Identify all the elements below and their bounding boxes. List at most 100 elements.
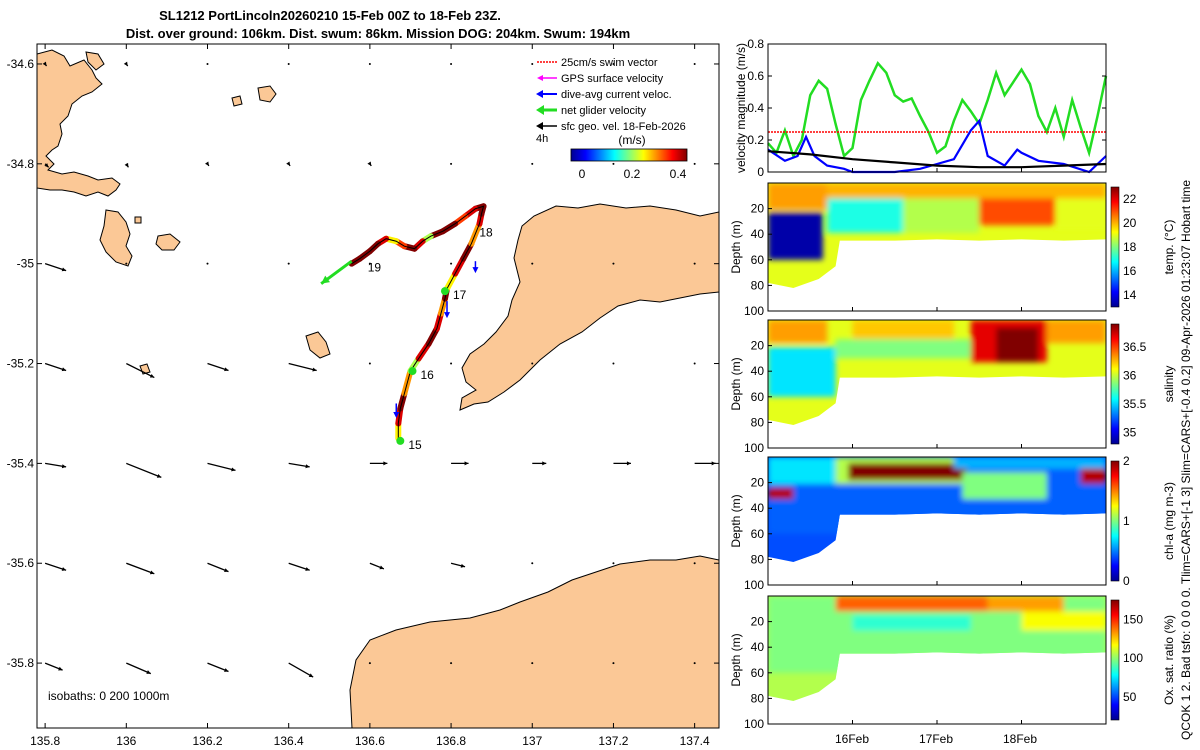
section-colorbar [1110, 323, 1120, 445]
day-label: 16 [421, 368, 435, 382]
geo-velocity-dot [368, 262, 371, 265]
glider-track: 15 16 17 18 19 [320, 203, 493, 452]
map-x-tick-label: 136.6 [355, 734, 385, 748]
velocity-ticks: 0 0.2 0.4 0.6 0.8 [747, 37, 1106, 179]
section-blob [852, 320, 954, 340]
section-blob [1021, 611, 1106, 631]
geo-velocity-arrowhead [464, 461, 469, 466]
depth-tick-label: 60 [751, 253, 765, 267]
map-y-tick-label: -35.2 [7, 357, 35, 371]
geo-velocity-arrowhead [44, 163, 49, 168]
current-arrowhead [444, 312, 451, 319]
map-x-tick-label: 136.2 [192, 734, 222, 748]
geo-velocity-arrowhead [61, 464, 67, 469]
geo-velocity-arrowhead [367, 161, 372, 166]
geo-velocity-arrow [126, 662, 152, 675]
land-island-f [305, 331, 331, 359]
depth-tick-label: 20 [751, 202, 765, 216]
geo-velocity-arrow [288, 662, 314, 678]
geo-velocity-dot [368, 362, 371, 365]
land-kangaroo-island [349, 555, 719, 728]
geo-velocity-dot [612, 262, 615, 265]
section-blob [962, 472, 1047, 500]
geo-velocity-arrowhead [58, 666, 63, 671]
colorbar-tick-label: 1 [1123, 514, 1130, 528]
section-blob [1055, 194, 1106, 230]
colorbar-tick-label: 0 [1123, 574, 1130, 588]
section-blob [835, 596, 988, 612]
colorbar-tick-label: 20 [1123, 216, 1137, 230]
section-panel-salinity: 20 40 60 80 100 Depth (m) 35 35.5 36 36.5 salinity [729, 319, 1176, 455]
geo-velocity-dot [693, 662, 696, 665]
depth-tick-label: 40 [751, 501, 765, 515]
time-tick-16feb: 16Feb [835, 732, 869, 746]
time-tick-17feb: 17Feb [919, 732, 953, 746]
section-blob [768, 346, 836, 397]
geo-velocity-arrow [126, 562, 155, 575]
depth-tick-label: 40 [751, 364, 765, 378]
land-yorke-peninsula [459, 203, 719, 411]
velocity-tick-label: 0.6 [747, 69, 764, 83]
section-blob [827, 183, 1106, 199]
depth-tick-label: 100 [744, 304, 764, 318]
depth-tick-label: 80 [751, 415, 765, 429]
geo-velocity-arrow [126, 362, 155, 379]
land-island-h [231, 95, 243, 107]
map-y-tick-label: -34.6 [7, 57, 35, 71]
legend-item-geo-velocity: sfc geo. vel. 18-Feb-2026 [536, 121, 686, 133]
legend-interval: 4h [536, 133, 548, 145]
legend-label: 25cm/s swim vector [561, 57, 658, 69]
geo-velocity-dot [287, 62, 290, 65]
section-blob [835, 339, 971, 359]
geo-velocity-dot [125, 262, 128, 265]
colorbar-tick: 0 [579, 167, 586, 181]
net-velocity-marker [396, 436, 405, 445]
geo-velocity-arrowhead [156, 474, 162, 478]
title-line-1: SL1212 PortLincoln20260210 15-Feb 00Z to… [159, 8, 501, 23]
geo-velocity-dot [531, 662, 534, 665]
title-line-2: Dist. over ground: 106km. Dist. swum: 86… [126, 26, 630, 41]
depth-tick-label: 60 [751, 527, 765, 541]
legend-label: sfc geo. vel. 18-Feb-2026 [561, 121, 686, 133]
geo-velocity-arrowhead [231, 467, 236, 472]
geo-velocity-dot [531, 562, 534, 565]
section-blob [768, 212, 823, 260]
geo-velocity-arrowhead [224, 367, 229, 372]
depth-tick-label: 80 [751, 691, 765, 705]
current-arrowhead [472, 267, 479, 274]
map-legend: 25cm/s swim vector GPS surface velocity … [536, 57, 688, 181]
geo-velocity-arrowhead [124, 162, 129, 168]
geo-velocity-dot [368, 62, 371, 65]
map-y-tick-label: -35.8 [7, 656, 35, 670]
colorbar-tick-label: 36.5 [1123, 340, 1147, 354]
geo-velocity-dot [612, 562, 615, 565]
geo-velocity-arrowhead [379, 565, 384, 570]
section-blob [768, 183, 828, 210]
colorbar-tick-label: 35 [1123, 426, 1137, 440]
geo-velocity-arrowhead [149, 570, 155, 575]
colorbar-tick-label: 35.5 [1123, 397, 1147, 411]
colorbar-tick-label: 18 [1123, 240, 1137, 254]
geo-velocity-arrowhead [305, 464, 310, 469]
speed-colorbar [570, 148, 688, 162]
map-x-tick-label: 137.2 [598, 734, 628, 748]
legend-item-gps-velocity: GPS surface velocity [537, 73, 664, 85]
section-blob [1080, 468, 1106, 484]
legend-label: GPS surface velocity [561, 73, 664, 85]
colorbar-label: Ox. sat. ratio (%) [1162, 615, 1176, 705]
geo-velocity-arrow [207, 462, 236, 472]
geo-velocity-arrowhead [42, 61, 47, 67]
geo-velocity-dot [287, 262, 290, 265]
colorbar-tick-label: 150 [1123, 612, 1143, 626]
geo-velocity-dot [450, 162, 453, 165]
geo-velocity-dot [531, 262, 534, 265]
geo-velocity-dot [612, 362, 615, 365]
geo-velocity-dot [531, 362, 534, 365]
depth-tick-label: 100 [744, 578, 764, 592]
velocity-tick-label: 0.4 [747, 101, 764, 115]
geo-velocity-arrowhead [308, 673, 314, 678]
depth-tick-label: 80 [751, 552, 765, 566]
day-label: 18 [479, 226, 493, 240]
geo-velocity-arrowhead [224, 568, 229, 573]
